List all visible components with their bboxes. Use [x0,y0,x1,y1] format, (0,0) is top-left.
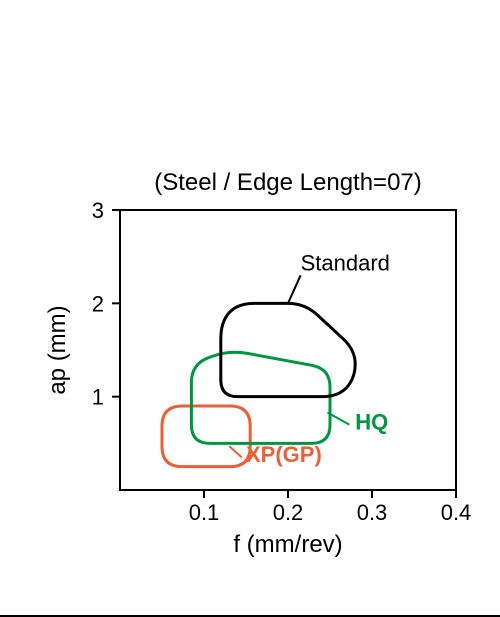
x-axis-label: f (mm/rev) [233,531,342,558]
y-tick-label: 3 [92,198,104,223]
chart-title: (Steel / Edge Length=07) [154,169,422,196]
x-tick-label: 0.2 [273,500,304,525]
chip-breaking-region-chart: (Steel / Edge Length=07) 0.1 0.2 0.3 0.4 f (m… [0,0,500,617]
x-tick-label: 0.1 [189,500,220,525]
y-axis-label: ap (mm) [44,305,71,394]
region-label-standard: Standard [301,251,390,276]
page: (Steel / Edge Length=07) 0.1 0.2 0.3 0.4 f (m… [0,0,500,617]
region-label-xp: XP(GP) [246,442,322,467]
region-label-hq: HQ [355,409,388,434]
x-tick-label: 0.3 [357,500,388,525]
y-tick-label: 1 [92,385,104,410]
x-tick-label: 0.4 [441,500,472,525]
y-tick-label: 2 [92,291,104,316]
chart-bg [0,0,500,617]
